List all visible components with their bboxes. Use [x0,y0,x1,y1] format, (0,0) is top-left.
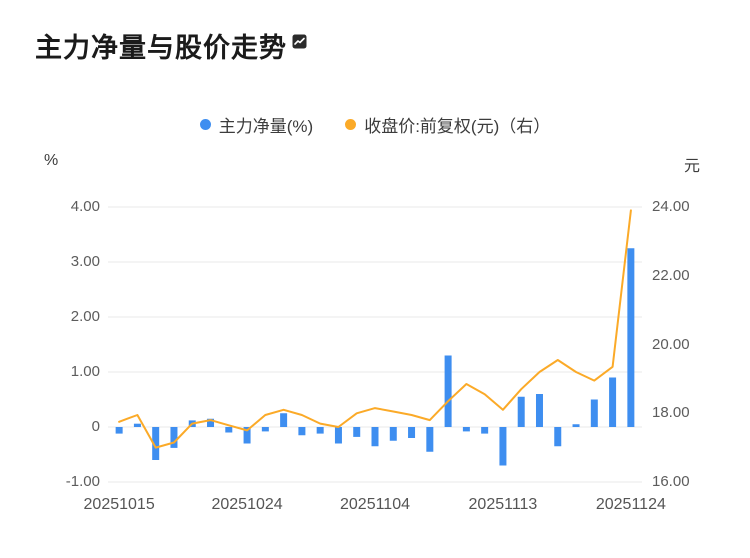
legend-label-close-price: 收盘价:前复权(元)（右） [364,117,551,136]
main-net-volume-bar [170,427,178,448]
main-net-volume-bar [334,427,342,444]
x-axis-tick-label: 20251104 [340,496,410,513]
right-axis-tick-label: 16.00 [652,473,690,490]
right-axis-tick-label: 20.00 [652,335,690,353]
x-axis-tick-label: 20251024 [211,496,283,513]
right-axis-unit: 元 [683,158,700,175]
main-net-volume-bar [152,427,160,460]
yellow-dot-icon [345,119,357,130]
x-axis-tick-label: 20251124 [595,496,666,513]
left-axis-tick-label: -1.00 [65,473,100,490]
left-axis-tick-label: 2.00 [70,308,100,325]
right-axis-tick-label: 18.00 [652,404,690,422]
close-price-line [118,209,632,449]
left-axis-tick-label: 0 [91,418,100,435]
x-axis-tick-label: 20251113 [468,496,538,513]
x-axis-tick-label: 20251015 [83,496,155,513]
main-net-volume-bar [554,427,562,447]
blue-dot-icon [199,119,211,130]
main-net-volume-bar [133,423,141,427]
legend-label-main-net-volume: 主力净量(%) [218,117,314,136]
main-net-volume-bar [627,248,635,427]
main-net-volume-bar [481,427,489,434]
main-net-volume-bar [462,427,470,432]
left-axis-tick-label: 3.00 [70,253,100,270]
legend-item-main-net-volume[interactable]: 主力净量(%) [199,112,314,137]
mini-trend-badge-icon[interactable] [292,34,307,54]
main-net-volume-bar [408,427,416,438]
main-net-volume-bar [590,399,598,427]
main-net-volume-bar [517,396,525,427]
main-net-volume-bar [499,427,507,466]
legend: 主力净量(%) 收盘价:前复权(元)（右） [0,112,750,137]
main-net-volume-bar [225,427,233,433]
main-net-volume-bar [535,394,543,427]
main-net-volume-bar [243,427,251,444]
main-net-volume-bar [280,413,288,427]
main-net-volume-bar [371,427,379,447]
main-net-volume-bar [298,427,306,436]
main-net-volume-bar [115,427,123,434]
main-net-volume-bar [316,427,324,434]
main-net-volume-bar [444,355,452,427]
main-net-volume-bar [353,427,361,437]
left-axis-tick-label: 4.00 [70,198,100,215]
main-net-volume-bar [609,377,617,427]
main-net-volume-bar [261,427,269,432]
main-net-volume-bar [426,427,434,452]
left-axis-tick-label: 1.00 [70,363,100,380]
main-net-volume-bar [389,427,397,441]
main-net-volume-bar [572,424,580,427]
main-net-volume-bar [207,418,215,427]
title-row: 主力净量与股价走势 [35,32,307,64]
left-axis-unit: % [44,152,59,169]
right-axis-tick-label: 24.00 [652,198,690,215]
legend-item-close-price[interactable]: 收盘价:前复权(元)（右） [345,112,550,137]
right-axis-tick-label: 22.00 [652,266,690,284]
page-title: 主力净量与股价走势 [35,33,287,63]
